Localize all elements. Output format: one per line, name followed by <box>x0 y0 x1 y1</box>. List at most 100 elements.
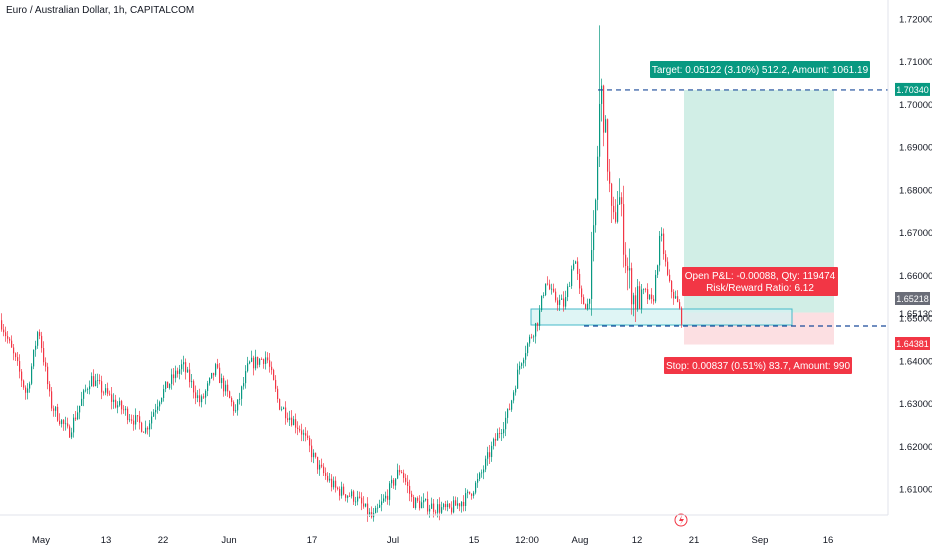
candle <box>611 182 613 224</box>
candle <box>247 356 249 373</box>
candle <box>123 405 125 414</box>
candle <box>69 424 71 438</box>
candle <box>33 349 35 370</box>
candle <box>265 351 267 370</box>
candle <box>115 394 117 409</box>
target-price-tag: 1.70340 <box>895 82 930 96</box>
time-tick-label: 12 <box>632 535 643 546</box>
candle <box>163 384 165 402</box>
candle <box>595 198 597 233</box>
candle <box>85 384 87 393</box>
candle <box>65 416 67 431</box>
candle <box>45 357 47 372</box>
candle <box>609 158 611 193</box>
candle <box>359 491 361 499</box>
candle <box>231 396 233 407</box>
candle <box>383 494 385 504</box>
target-label-text: Target: 0.05122 (3.10%) 512.2, Amount: 1… <box>652 65 869 76</box>
candle <box>533 334 535 342</box>
candle <box>427 491 429 516</box>
candle <box>51 386 53 412</box>
candle <box>493 437 495 450</box>
candle <box>53 405 55 417</box>
candle <box>73 413 75 438</box>
candle <box>109 390 111 396</box>
candle <box>11 335 13 348</box>
candle <box>75 411 77 421</box>
candle <box>319 460 321 476</box>
candle <box>99 374 101 385</box>
candle <box>333 476 335 490</box>
candle <box>681 306 683 328</box>
target-label[interactable]: Target: 0.05122 (3.10%) 512.2, Amount: 1… <box>650 61 870 78</box>
candle <box>303 429 305 442</box>
candle <box>473 490 475 499</box>
time-tick-label: 13 <box>101 535 112 546</box>
lightning-icon[interactable] <box>674 513 688 527</box>
candle <box>15 352 17 361</box>
candle <box>35 340 37 357</box>
candle <box>355 496 357 507</box>
candle <box>309 435 311 453</box>
candle <box>375 505 377 514</box>
candle <box>177 367 179 378</box>
candle <box>423 493 425 509</box>
candle <box>515 385 517 396</box>
price-tick-label: 1.64000 <box>899 356 932 367</box>
candle <box>545 283 547 297</box>
candle <box>227 379 229 397</box>
candle <box>211 372 213 380</box>
candle <box>283 406 285 410</box>
candle <box>251 350 253 363</box>
candle <box>451 501 453 515</box>
candle <box>279 398 281 411</box>
candle <box>3 324 5 337</box>
candle <box>371 506 373 519</box>
candle <box>107 382 109 397</box>
candle <box>567 283 569 302</box>
candle <box>317 456 319 474</box>
entry-price-label: 1.65130 <box>899 309 932 320</box>
candle <box>57 403 59 422</box>
candle <box>523 357 525 369</box>
candle <box>601 78 603 122</box>
position-overlay: Target: 0.05122 (3.10%) 512.2, Amount: 1… <box>584 61 888 527</box>
candle <box>433 498 435 518</box>
candle <box>401 470 403 474</box>
candle <box>441 501 443 514</box>
open-pnl-label[interactable]: Open P&L: -0.00088, Qty: 119474Risk/Rewa… <box>682 267 838 296</box>
entry-zone[interactable] <box>530 308 793 326</box>
candle <box>131 414 133 424</box>
candle <box>385 491 387 502</box>
candle <box>145 420 147 435</box>
candle <box>561 294 563 300</box>
candle <box>173 368 175 386</box>
candle <box>637 278 639 312</box>
candle <box>631 262 633 315</box>
candle <box>509 403 511 411</box>
candle <box>541 295 543 313</box>
candle <box>119 397 121 407</box>
candle <box>607 118 609 181</box>
candle <box>411 490 413 502</box>
candle <box>583 294 585 305</box>
candle <box>263 358 265 369</box>
candle <box>257 356 259 369</box>
candle <box>205 389 207 405</box>
price-tick-label: 1.72000 <box>899 15 932 26</box>
candle <box>527 342 529 357</box>
current-price-tag: 1.65218 <box>895 292 930 305</box>
candle <box>83 388 85 407</box>
candle <box>521 362 523 369</box>
stop-label[interactable]: Stop: 0.00837 (0.51%) 83.7, Amount: 990 <box>664 357 852 374</box>
candle <box>525 345 527 367</box>
chart-title: Euro / Australian Dollar, 1h, CAPITALCOM <box>6 5 195 16</box>
time-tick-label: Aug <box>572 535 589 546</box>
candle <box>191 374 193 389</box>
candle <box>233 400 235 416</box>
position-zones <box>530 89 834 345</box>
candle <box>553 283 555 293</box>
candle <box>25 385 27 400</box>
price-tick-label: 1.70000 <box>899 100 932 111</box>
